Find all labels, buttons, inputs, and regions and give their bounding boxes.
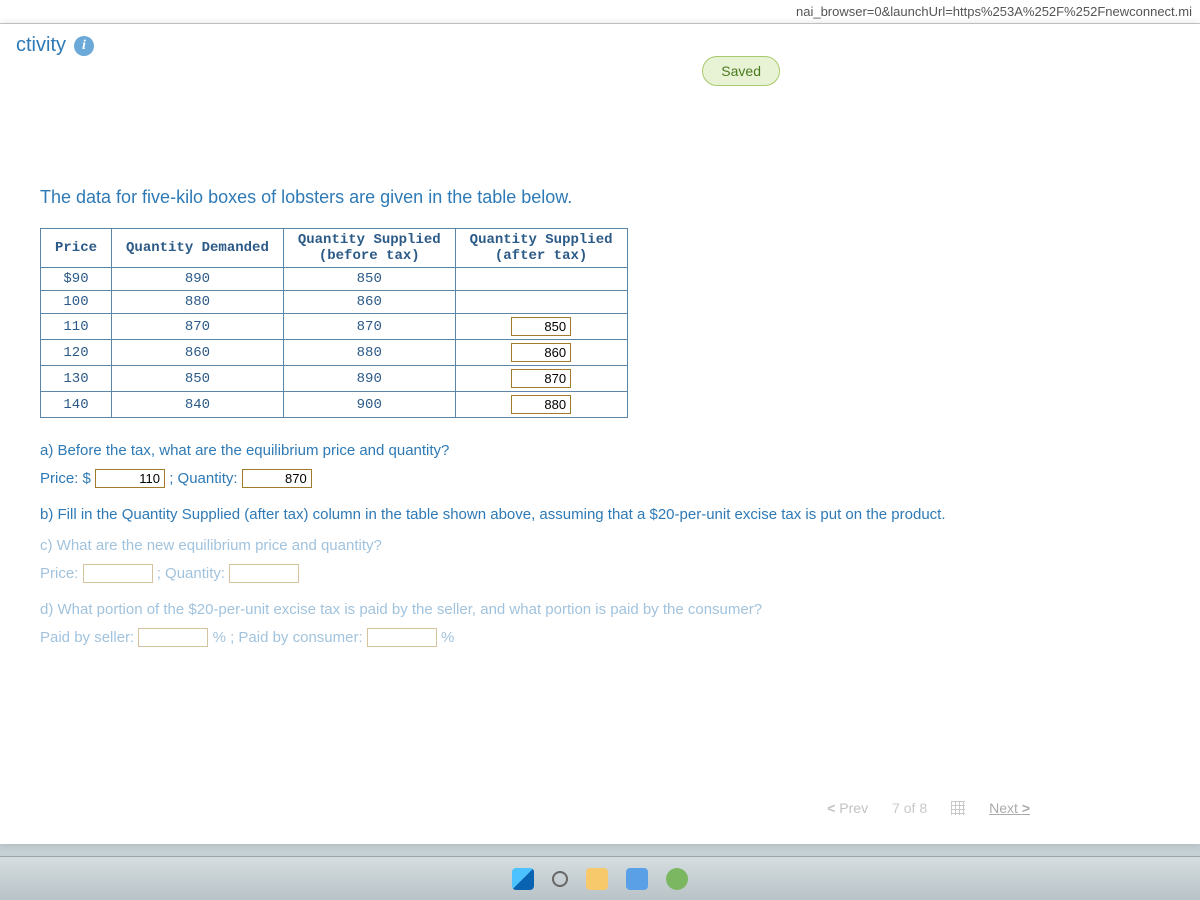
pagination-footer: < Prev 7 of 8 Next > (827, 800, 1030, 816)
qty-input-a[interactable] (242, 469, 312, 488)
prev-button[interactable]: < Prev (827, 800, 868, 816)
chevron-right-icon: > (1022, 800, 1030, 816)
col-qd: Quantity Demanded (112, 229, 284, 268)
answer-a: Price: $ ; Quantity: (40, 469, 1160, 488)
price-input-a[interactable] (95, 469, 165, 488)
question-b: b) Fill in the Quantity Supplied (after … (40, 506, 1160, 523)
cell-price: 100 (41, 291, 112, 314)
cell-qs-after (455, 392, 627, 418)
page-position: 7 of 8 (892, 800, 927, 816)
qs-after-input[interactable] (511, 317, 571, 336)
seller-pct-input[interactable] (138, 628, 208, 647)
cell-qd: 890 (112, 268, 284, 291)
app-icon-1[interactable] (626, 868, 648, 890)
cell-qd: 840 (112, 392, 284, 418)
question-d: d) What portion of the $20-per-unit exci… (40, 601, 1160, 618)
question-a: a) Before the tax, what are the equilibr… (40, 442, 1160, 459)
intro-text: The data for five-kilo boxes of lobsters… (40, 187, 1160, 208)
info-icon[interactable]: i (74, 36, 94, 56)
data-table: Price Quantity Demanded Quantity Supplie… (40, 228, 628, 418)
col-qs-before: Quantity Supplied(before tax) (283, 229, 455, 268)
grid-icon[interactable] (951, 801, 965, 815)
question-c: c) What are the new equilibrium price an… (40, 537, 1160, 554)
table-row: $90890850 (41, 268, 628, 291)
cell-qs-after (455, 314, 627, 340)
table-row: 100880860 (41, 291, 628, 314)
cell-qs-before: 880 (283, 340, 455, 366)
cell-qs-after (455, 291, 627, 314)
cell-qs-before: 900 (283, 392, 455, 418)
cell-price: 110 (41, 314, 112, 340)
answer-d: Paid by seller: % ; Paid by consumer: % (40, 628, 1160, 647)
windows-taskbar[interactable] (0, 856, 1200, 900)
browser-url-bar: nai_browser=0&launchUrl=https%253A%252F%… (0, 0, 1200, 24)
question-content: The data for five-kilo boxes of lobsters… (0, 147, 1200, 647)
cell-price: $90 (41, 268, 112, 291)
cell-qs-before: 850 (283, 268, 455, 291)
qty-input-c[interactable] (229, 564, 299, 583)
start-icon[interactable] (512, 868, 534, 890)
d-pct-suffix: % (441, 629, 454, 646)
table-row: 120860880 (41, 340, 628, 366)
app-window: ctivity i Saved The data for five-kilo b… (0, 24, 1200, 844)
activity-label: ctivity (16, 34, 66, 57)
table-row: 110870870 (41, 314, 628, 340)
explorer-icon[interactable] (586, 868, 608, 890)
d-mid-label: % ; Paid by consumer: (213, 629, 363, 646)
c-price-label: Price: (40, 565, 78, 582)
cell-qs-before: 870 (283, 314, 455, 340)
cell-qd: 860 (112, 340, 284, 366)
activity-header: ctivity i (0, 24, 1200, 67)
cell-qs-before: 890 (283, 366, 455, 392)
price-label: Price: $ (40, 470, 91, 487)
price-input-c[interactable] (83, 564, 153, 583)
next-button[interactable]: Next > (989, 800, 1030, 816)
consumer-pct-input[interactable] (367, 628, 437, 647)
qs-after-input[interactable] (511, 343, 571, 362)
app-icon-2[interactable] (666, 868, 688, 890)
qty-label: ; Quantity: (169, 470, 237, 487)
answer-c: Price: ; Quantity: (40, 564, 1160, 583)
cell-price: 120 (41, 340, 112, 366)
cell-price: 130 (41, 366, 112, 392)
cell-qs-after (455, 340, 627, 366)
cell-price: 140 (41, 392, 112, 418)
d-seller-label: Paid by seller: (40, 629, 134, 646)
c-qty-label: ; Quantity: (157, 565, 225, 582)
cell-qd: 880 (112, 291, 284, 314)
cell-qs-before: 860 (283, 291, 455, 314)
url-text: nai_browser=0&launchUrl=https%253A%252F%… (796, 4, 1192, 19)
saved-indicator: Saved (702, 56, 780, 86)
col-qs-after: Quantity Supplied(after tax) (455, 229, 627, 268)
table-row: 130850890 (41, 366, 628, 392)
cell-qs-after (455, 268, 627, 291)
qs-after-input[interactable] (511, 395, 571, 414)
table-row: 140840900 (41, 392, 628, 418)
cell-qd: 870 (112, 314, 284, 340)
qs-after-input[interactable] (511, 369, 571, 388)
cell-qd: 850 (112, 366, 284, 392)
col-price: Price (41, 229, 112, 268)
cell-qs-after (455, 366, 627, 392)
search-icon[interactable] (552, 871, 568, 887)
chevron-left-icon: < (827, 800, 835, 816)
